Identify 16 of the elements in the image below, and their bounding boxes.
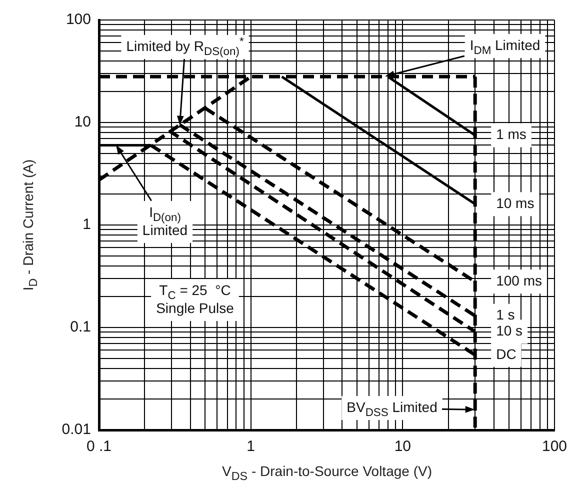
series-label: 10 s [496,322,523,339]
y-tick-label: 1 [82,216,91,234]
y-tick-label: 0.1 [70,318,91,336]
y-tick-label: 10 [74,114,91,131]
x-axis-title: V$_{DS}$ - Drain-to-Source Voltage (V) [222,463,432,483]
x-tick-label: 100 [542,438,567,456]
series-label: DC [496,346,516,362]
y-tick-label: 0.01 [62,421,91,438]
x-tick-label: 10 [394,438,411,456]
series-label: 100 ms [496,272,542,289]
series-label: 10 ms [496,194,534,211]
series-label: 1 ms [496,126,526,142]
x-tick-label: 0 .1 [86,438,112,456]
series-label: 1 s [496,306,515,323]
y-tick-label: 100 [66,11,91,28]
x-tick-label: 1 [246,438,255,456]
